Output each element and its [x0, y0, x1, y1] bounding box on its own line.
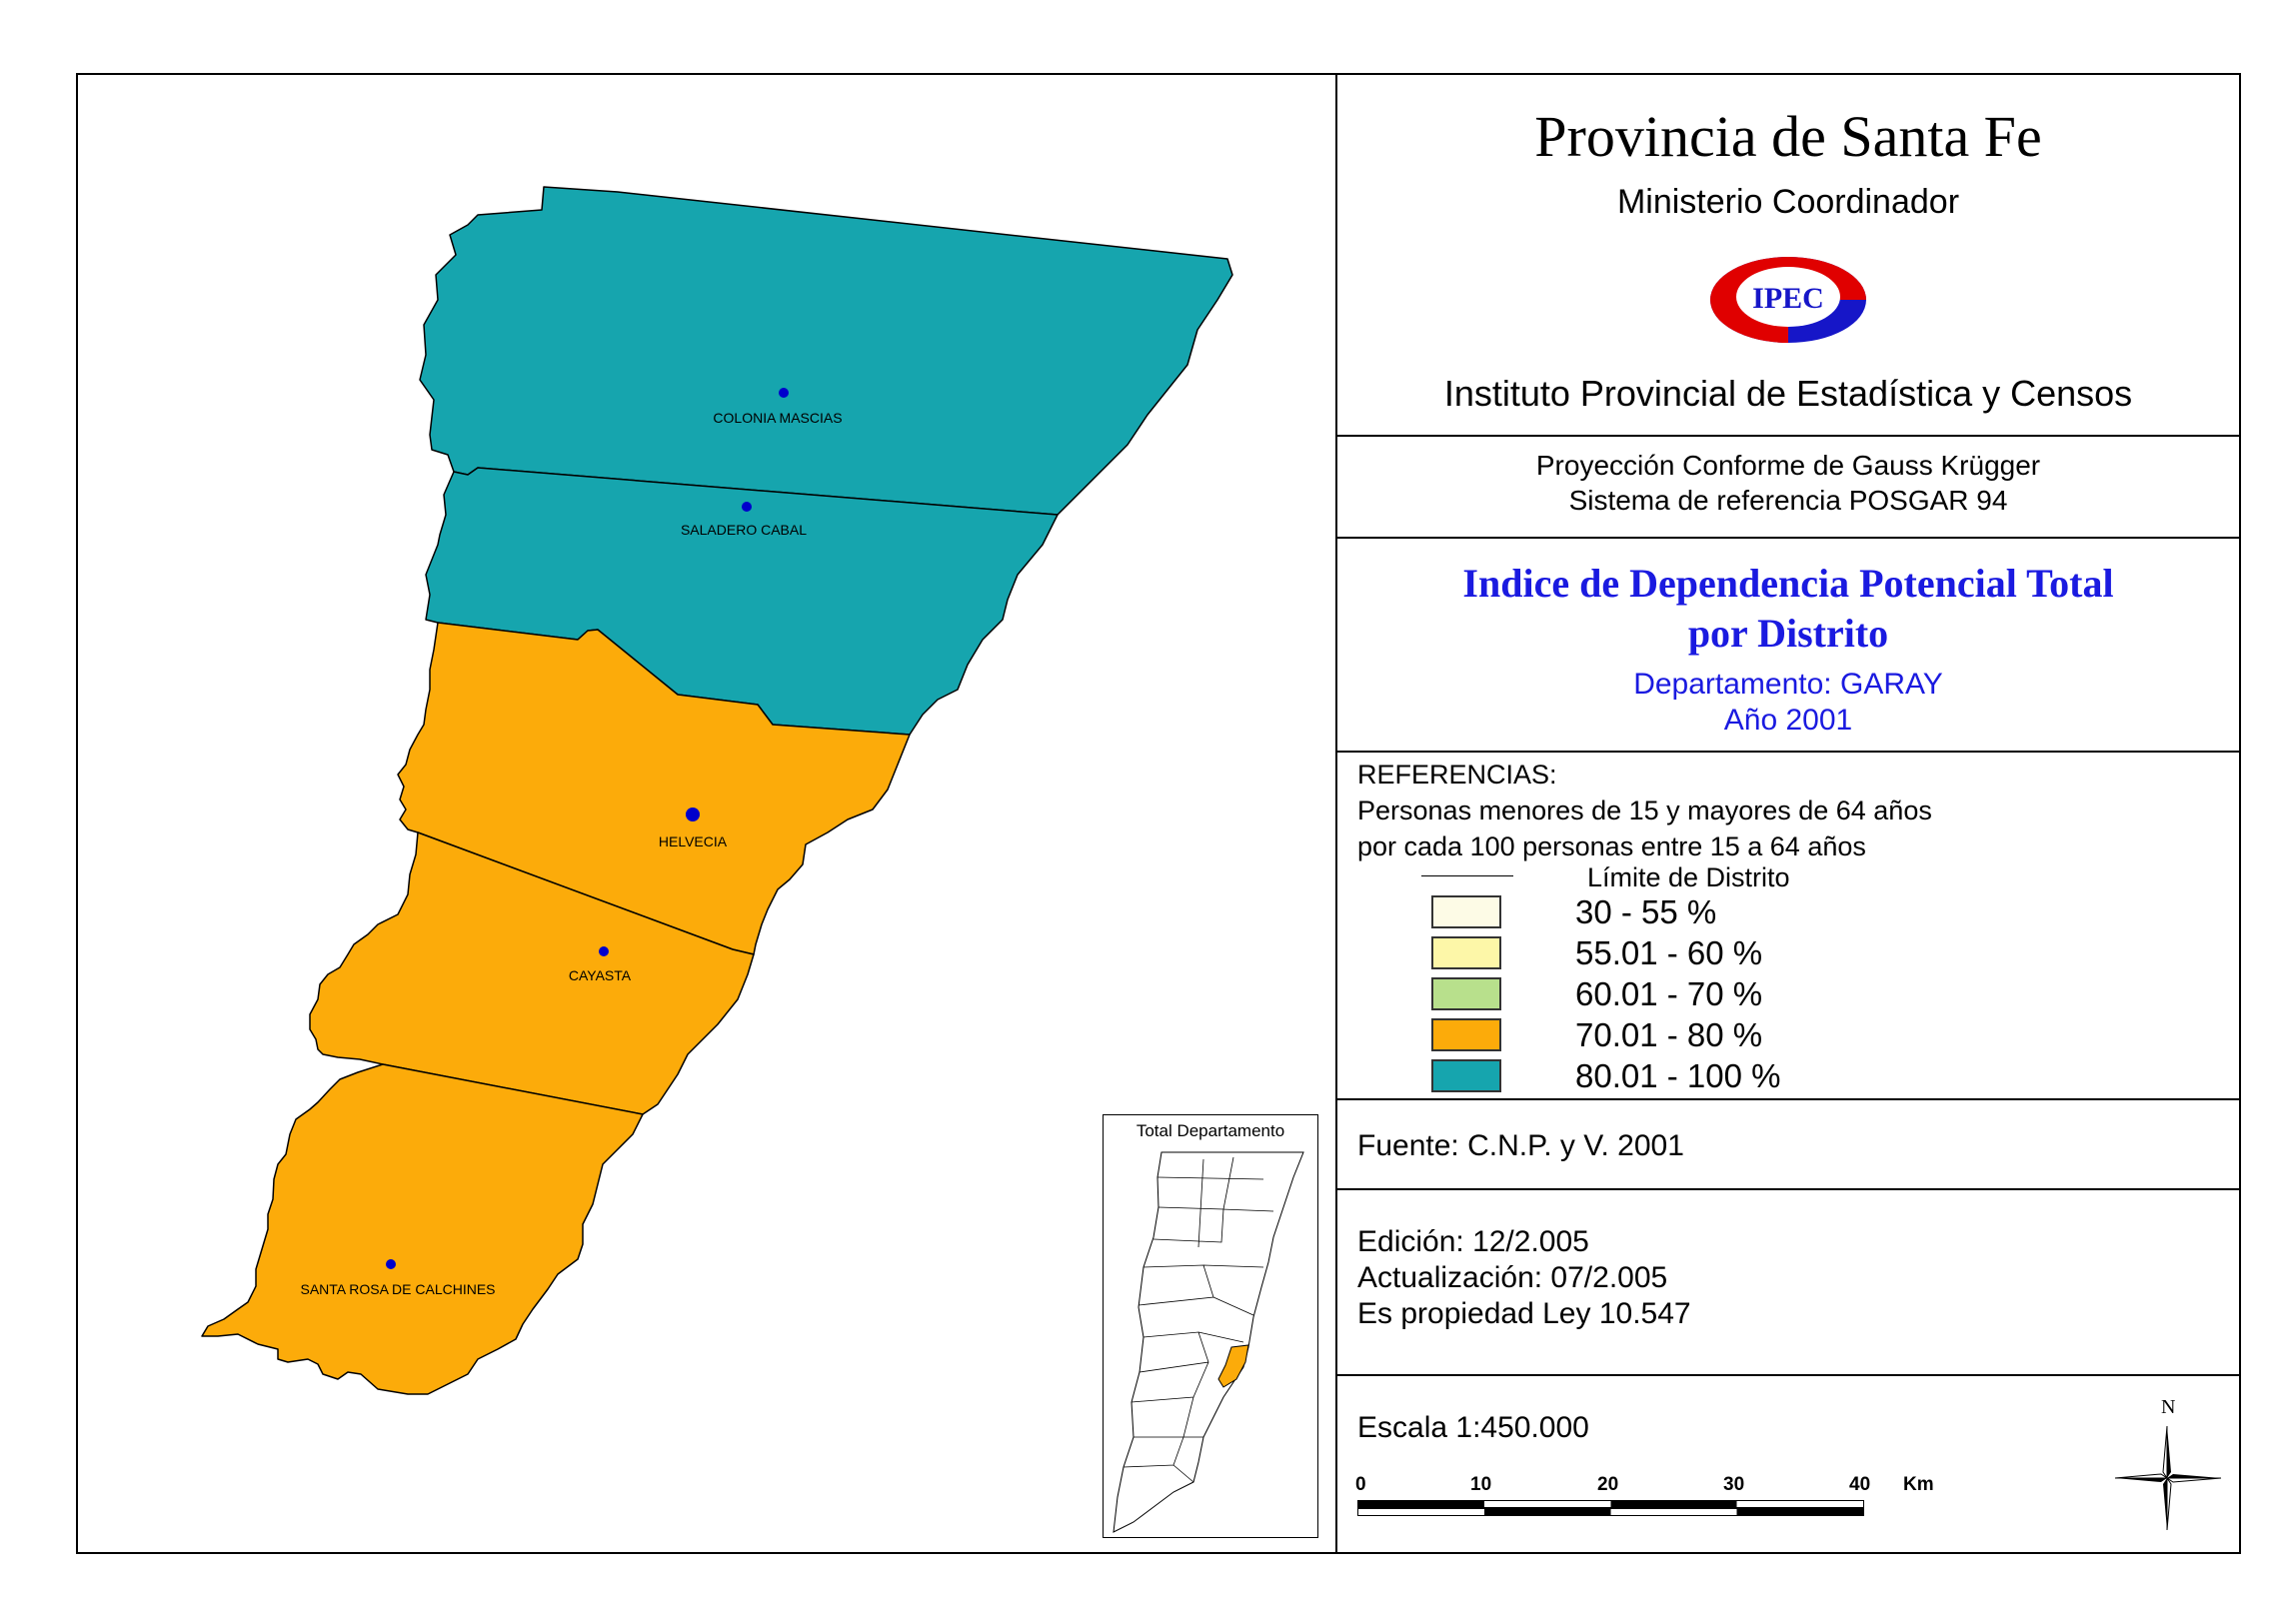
district-helvecia[interactable]	[397, 622, 911, 955]
scale-unit: Km	[1903, 1474, 1934, 1495]
legend-label: 80.01 - 100 %	[1575, 1057, 1781, 1094]
legend-swatch	[1431, 895, 1501, 928]
legend-label: 70.01 - 80 %	[1575, 1016, 1763, 1053]
info-panel: Provincia de Santa Fe Ministerio Coordin…	[1335, 75, 2239, 1552]
separator	[1337, 751, 2239, 753]
district-map: COLONIA MASCIAS SALADERO CABAL HELVECIA CAY…	[201, 186, 1233, 1395]
scale-label: Escala 1:450.000	[1357, 1411, 1589, 1444]
district-label: CAYASTA	[569, 967, 632, 983]
locality-dot	[779, 388, 789, 398]
legend-swatch	[1431, 936, 1501, 969]
thematic-title-2: por Distrito	[1687, 611, 1889, 656]
separator	[1337, 435, 2239, 437]
scale-tick-label: 20	[1597, 1474, 1619, 1495]
legend-label: 30 - 55 %	[1575, 893, 1717, 930]
locality-dot	[686, 808, 700, 821]
locality-dot	[599, 946, 609, 956]
separator	[1337, 1374, 2239, 1376]
district-cayasta[interactable]	[309, 831, 755, 1115]
separator	[1337, 1098, 2239, 1100]
province-inset-map	[1113, 1151, 1304, 1533]
map-panel: COLONIA MASCIAS SALADERO CABAL HELVECIA CAY…	[78, 75, 1335, 1552]
separator	[1337, 537, 2239, 539]
inset-garay-highlight	[1217, 1344, 1249, 1388]
map-frame: COLONIA MASCIAS SALADERO CABAL HELVECIA CAY…	[76, 73, 2241, 1554]
scale-tick-label: 30	[1723, 1474, 1745, 1495]
legend-label: 60.01 - 70 %	[1575, 975, 1763, 1012]
district-label: SANTA ROSA DE CALCHINES	[300, 1281, 495, 1297]
department-label: Departamento: GARAY	[1633, 668, 1943, 701]
logo-text: IPEC	[1752, 282, 1824, 315]
update-date: Actualización: 07/2.005	[1357, 1261, 1668, 1294]
legend-swatch	[1431, 1059, 1501, 1092]
projection-line-2: Sistema de referencia POSGAR 94	[1568, 485, 2008, 516]
map-title-province: Provincia de Santa Fe	[1534, 104, 2042, 169]
source-label: Fuente: C.N.P. y V. 2001	[1357, 1129, 1684, 1162]
north-arrow: N	[2109, 1396, 2229, 1536]
thematic-title-1: Indice de Dependencia Potencial Total	[1462, 561, 2114, 606]
property-note: Es propiedad Ley 10.547	[1357, 1297, 1691, 1330]
projection-line-1: Proyección Conforme de Gauss Krügger	[1535, 450, 2041, 481]
ipec-logo: IPEC	[1708, 255, 1868, 345]
north-label: N	[2161, 1396, 2176, 1418]
boundary-line-symbol	[1421, 875, 1513, 876]
legend-swatch	[1431, 1018, 1501, 1051]
compass-rose-icon	[2114, 1425, 2222, 1531]
year-label: Año 2001	[1723, 704, 1853, 737]
boundary-label: Límite de Distrito	[1587, 862, 1790, 892]
district-colonia-mascias[interactable]	[419, 186, 1233, 516]
ministry-name: Ministerio Coordinador	[1616, 183, 1960, 221]
edition-date: Edición: 12/2.005	[1357, 1225, 1589, 1258]
district-label: HELVECIA	[659, 833, 728, 849]
district-label: COLONIA MASCIAS	[713, 410, 842, 426]
scale-bar-lower	[1357, 1508, 1864, 1516]
legend-description-2: por cada 100 personas entre 15 a 64 años	[1357, 831, 1866, 861]
inset-map: Total Departamento	[1103, 1114, 1318, 1538]
district-label: SALADERO CABAL	[681, 522, 807, 538]
scale-tick-label: 0	[1355, 1474, 1366, 1495]
legend-description-1: Personas menores de 15 y mayores de 64 a…	[1357, 796, 1932, 825]
locality-dot	[386, 1259, 396, 1269]
separator	[1337, 1188, 2239, 1190]
scale-tick-label: 10	[1470, 1474, 1492, 1495]
inset-title: Total Departamento	[1136, 1121, 1285, 1140]
district-santa-rosa-de-calchines[interactable]	[201, 1063, 644, 1395]
scale-bar-upper	[1357, 1500, 1864, 1508]
institute-name: Instituto Provincial de Estadística y Ce…	[1443, 373, 2133, 414]
legend-swatch	[1431, 977, 1501, 1010]
scale-tick-label: 40	[1849, 1474, 1871, 1495]
locality-dot	[742, 502, 752, 512]
legend-heading: REFERENCIAS:	[1357, 760, 1557, 790]
legend-label: 55.01 - 60 %	[1575, 934, 1763, 971]
scale-bar: 0 10 20 30 40 Km	[1355, 1474, 1934, 1524]
